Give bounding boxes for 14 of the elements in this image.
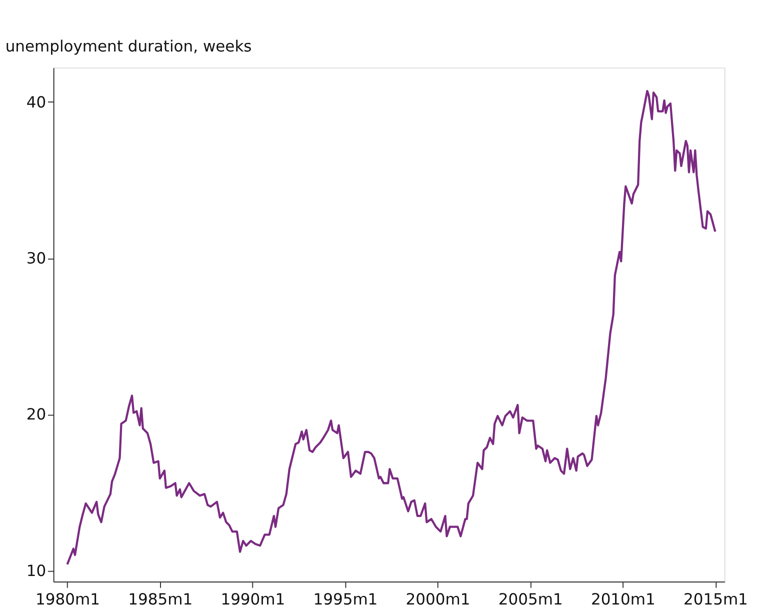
x-tick-label: 2005m1: [498, 590, 563, 608]
y-axis-title: unemployment duration, weeks: [5, 38, 252, 56]
x-tick-label: 1995m1: [313, 590, 378, 608]
line-series: [66, 90, 716, 566]
x-tick-label: 2015m1: [683, 590, 748, 608]
x-tick-label: 2010m1: [590, 590, 656, 608]
y-tick-label: 20: [26, 406, 46, 424]
x-tick-label: 1990m1: [220, 590, 286, 608]
x-tick-label: 1980m1: [36, 590, 100, 608]
y-tick-label: 40: [26, 93, 46, 112]
y-tick-label: 10: [26, 562, 46, 580]
x-tick-label: 2000m1: [406, 590, 470, 608]
x-tick-label: 1985m1: [128, 590, 193, 608]
y-tick-label: 30: [26, 250, 46, 268]
